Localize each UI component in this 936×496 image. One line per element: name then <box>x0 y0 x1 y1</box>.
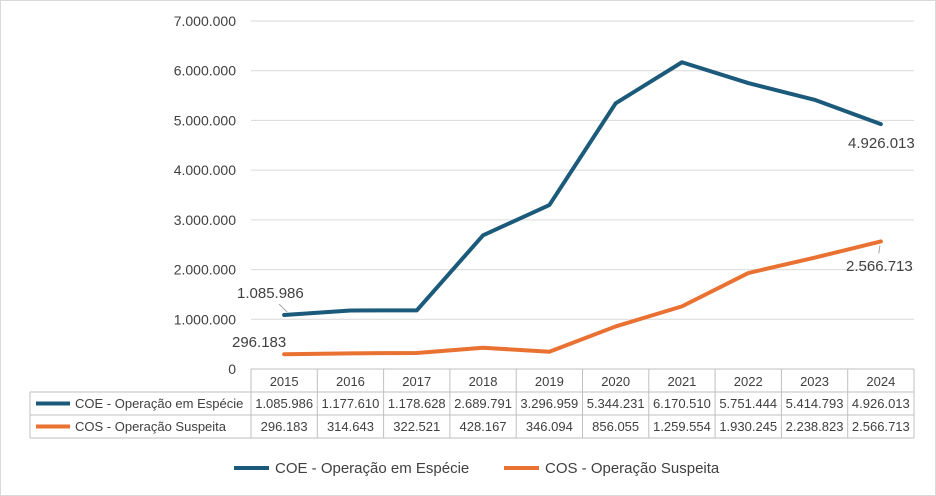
table-cell: 856.055 <box>592 419 639 434</box>
legend-label: COE - Operação em Espécie <box>275 460 469 477</box>
annotation-leader <box>278 303 288 313</box>
table-cell: 5.414.793 <box>786 396 844 411</box>
data-annotation: 1.085.986 <box>237 285 304 302</box>
table-row-label: COE - Operação em Espécie <box>75 396 243 411</box>
table-header-cell: 2016 <box>336 374 365 389</box>
table-cell: 1.085.986 <box>255 396 313 411</box>
table-cell: 1.177.610 <box>322 396 380 411</box>
gridlines <box>251 20 914 320</box>
table-cell: 2.566.713 <box>852 419 910 434</box>
data-annotation: 296.183 <box>232 334 286 351</box>
y-tick-label: 4.000.000 <box>174 162 236 178</box>
table-cell: 314.643 <box>327 419 374 434</box>
data-annotation: 2.566.713 <box>846 258 913 275</box>
data-annotation: 4.926.013 <box>848 135 915 152</box>
series-line-cos <box>282 239 883 357</box>
annotations: 1.085.986 4.926.013 296.183 2.566.713 <box>232 135 915 351</box>
table-cell: 4.926.013 <box>852 396 910 411</box>
annotation-leader <box>878 245 881 254</box>
table-cell: 6.170.510 <box>653 396 711 411</box>
y-tick-label: 2.000.000 <box>174 262 236 278</box>
table-cell: 322.521 <box>393 419 440 434</box>
table-cell: 5.751.444 <box>719 396 777 411</box>
table-header-cell: 2024 <box>866 374 895 389</box>
table-cell: 1.178.628 <box>388 396 446 411</box>
y-tick-label: 3.000.000 <box>174 212 236 228</box>
y-axis-ticks: 0 1.000.000 2.000.000 3.000.000 4.000.000 5.0… <box>174 13 237 377</box>
table-header-cell: 2019 <box>535 374 564 389</box>
table-header-cell: 2017 <box>402 374 431 389</box>
y-tick-label: 6.000.000 <box>174 63 236 79</box>
table-header-cell: 2015 <box>270 374 299 389</box>
table-cell: 1.930.245 <box>719 419 777 434</box>
table-cell: 346.094 <box>526 419 573 434</box>
table-header-cell: 2022 <box>734 374 763 389</box>
table-row-label: COS - Operação Suspeita <box>75 419 227 434</box>
y-tick-label: 1.000.000 <box>174 311 236 327</box>
y-tick-label: 5.000.000 <box>174 112 236 128</box>
legend: COE - Operação em Espécie COS - Operação … <box>234 460 720 477</box>
table-cell: 2.689.791 <box>454 396 512 411</box>
table-cell: 2.238.823 <box>786 419 844 434</box>
table-header-cell: 2021 <box>667 374 696 389</box>
table-cell: 1.259.554 <box>653 419 711 434</box>
legend-label: COS - Operação Suspeita <box>545 460 720 477</box>
y-tick-label: 7.000.000 <box>174 13 236 29</box>
series-lines <box>282 60 883 357</box>
table-cell: 5.344.231 <box>587 396 645 411</box>
table-header-cell: 2023 <box>800 374 829 389</box>
table-header-cell: 2020 <box>601 374 630 389</box>
table-cell: 3.296.959 <box>520 396 578 411</box>
data-table: 2015 2016 2017 2018 2019 2020 2021 2022 2023 2024… <box>29 368 915 439</box>
table-header-cell: 2018 <box>469 374 498 389</box>
table-cell: 428.167 <box>460 419 507 434</box>
table-cell: 296.183 <box>261 419 308 434</box>
y-tick-label: 0 <box>228 361 236 377</box>
series-line-coe <box>282 60 883 318</box>
